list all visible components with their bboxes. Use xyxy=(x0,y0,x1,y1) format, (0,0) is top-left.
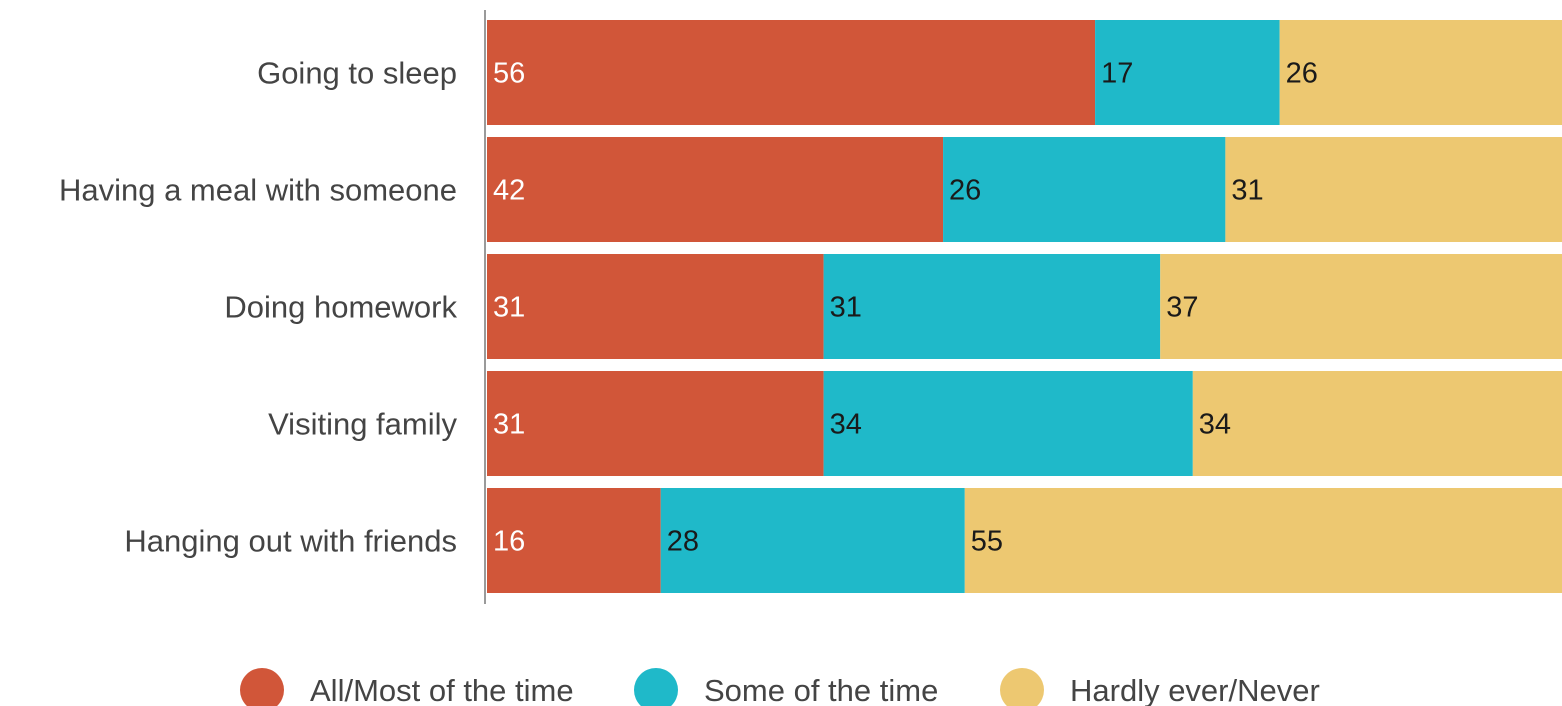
data-label: 55 xyxy=(971,526,1003,558)
bar-segment xyxy=(487,137,944,242)
category-label: Going to sleep xyxy=(257,56,457,91)
category-label: Having a meal with someone xyxy=(59,173,457,208)
bar-segment xyxy=(487,20,1096,125)
data-label: 31 xyxy=(493,409,525,441)
category-labels: Going to sleep Having a meal with someone… xyxy=(59,56,458,559)
legend-label: Hardly ever/Never xyxy=(1070,673,1320,706)
data-label: 16 xyxy=(493,526,525,558)
category-label: Visiting family xyxy=(268,407,457,442)
legend-swatch xyxy=(240,668,284,706)
legend-swatch xyxy=(1000,668,1044,706)
data-label: 31 xyxy=(493,292,525,324)
value-labels: 56 17 26 42 26 31 31 31 37 31 34 34 16 28 55 xyxy=(493,58,1318,558)
data-label: 17 xyxy=(1101,58,1133,90)
data-label: 37 xyxy=(1166,292,1198,324)
bar-segment xyxy=(943,137,1226,242)
legend-label: All/Most of the time xyxy=(310,673,574,706)
bars xyxy=(487,20,1562,593)
bar-segment xyxy=(823,371,1193,476)
bar-segment xyxy=(823,254,1161,359)
legend-label: Some of the time xyxy=(704,673,938,706)
bar-segment xyxy=(1225,137,1562,242)
legend: All/Most of the time Some of the time Hard… xyxy=(240,668,1320,706)
data-label: 31 xyxy=(830,292,862,324)
bar-segment xyxy=(660,488,965,593)
bar-segment xyxy=(1279,20,1562,125)
data-label: 34 xyxy=(830,409,862,441)
bar-segment xyxy=(1095,20,1280,125)
category-label: Doing homework xyxy=(224,290,457,325)
bar-segment xyxy=(1160,254,1562,359)
data-label: 31 xyxy=(1231,175,1263,207)
bar-segment xyxy=(1192,371,1562,476)
bar-segment xyxy=(487,488,661,593)
legend-swatch xyxy=(634,668,678,706)
data-label: 26 xyxy=(1286,58,1318,90)
bar-segment xyxy=(487,371,824,476)
data-label: 28 xyxy=(667,526,699,558)
data-label: 34 xyxy=(1199,409,1231,441)
category-label: Hanging out with friends xyxy=(124,524,457,559)
data-label: 56 xyxy=(493,58,525,90)
data-label: 26 xyxy=(949,175,981,207)
bar-segment xyxy=(487,254,824,359)
bar-segment xyxy=(964,488,1562,593)
data-label: 42 xyxy=(493,175,525,207)
